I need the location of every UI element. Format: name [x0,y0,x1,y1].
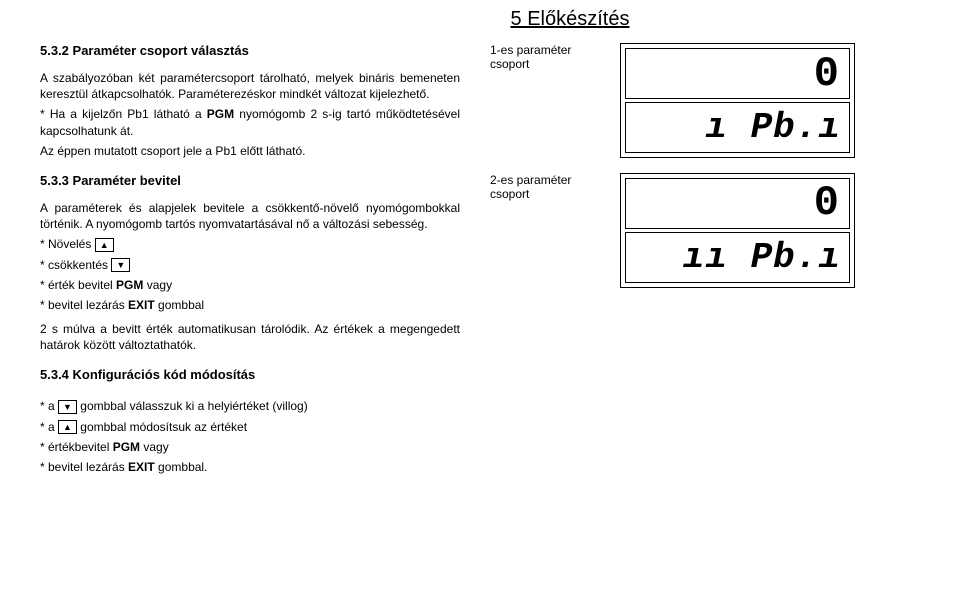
text: * bevitel lezárás [40,460,128,474]
section-534-row: 5.3.4 Konfigurációs kód módosítás * a ▼ … [40,367,920,479]
label-group2: 2-es paraméter csoport [490,173,590,358]
para-532-3: Az éppen mutatott csoport jele a Pb1 elő… [40,143,460,159]
exit-label: EXIT [128,460,155,474]
chapter-title: 5 Előkészítés [220,8,920,31]
text: vagy [143,278,172,292]
text: * a [40,420,58,434]
text: * csökkentés [40,258,108,272]
up-arrow-icon: ▲ [58,420,77,434]
lcd2-value: 0 [625,178,850,229]
heading-532: 5.3.2 Paraméter csoport választás [40,43,460,58]
para-532-2: * Ha a kijelzőn Pb1 látható a PGM nyomóg… [40,106,460,138]
heading-533: 5.3.3 Paraméter bevitel [40,173,460,188]
lcd2-code: ıı Pb.ı [625,232,850,283]
text: * a [40,399,58,413]
para-533-2: 2 s múlva a bevitt érték automatikusan t… [40,321,460,353]
l4: * bevitel lezárás EXIT gombbal. [40,459,640,475]
text: gombbal [155,298,204,312]
l3: * értékbevitel PGM vagy [40,439,640,455]
down-arrow-icon: ▼ [58,400,77,414]
l2: * a ▲ gombbal módosítsuk az értéket [40,419,640,435]
dec-line: * csökkentés ▼ [40,257,460,273]
section-533-row: 5.3.3 Paraméter bevitel A paraméterek és… [40,173,920,358]
text: * bevitel lezárás [40,298,128,312]
para-532-1: A szabályozóban két paramétercsoport tár… [40,70,460,102]
pgm-label: PGM [113,440,140,454]
text: * érték bevitel [40,278,116,292]
lcd1-value: 0 [625,48,850,99]
enter-line: * érték bevitel PGM vagy [40,277,460,293]
text: * értékbevitel [40,440,113,454]
text: gombbal módosítsuk az értéket [80,420,247,434]
lcd1-code: ı Pb.ı [625,102,850,153]
heading-534: 5.3.4 Konfigurációs kód módosítás [40,367,640,382]
section-532-row: 5.3.2 Paraméter csoport választás A szab… [40,43,920,163]
up-arrow-icon: ▲ [95,238,114,252]
close-line: * bevitel lezárás EXIT gombbal [40,297,460,313]
text: * Növelés [40,237,91,251]
text: * Ha a kijelzőn Pb1 látható a [40,107,207,121]
label-group1: 1-es paraméter csoport [490,43,590,163]
para-533-1: A paraméterek és alapjelek bevitele a cs… [40,200,460,232]
text: gombbal válasszuk ki a helyiértéket (vil… [80,399,307,413]
lcd-display-1: 0 ı Pb.ı [620,43,855,158]
pgm-label: PGM [207,107,234,121]
pgm-label: PGM [116,278,143,292]
l1: * a ▼ gombbal válasszuk ki a helyiértéke… [40,398,640,414]
inc-line: * Növelés ▲ [40,236,460,252]
text: gombbal. [155,460,208,474]
text: vagy [140,440,169,454]
exit-label: EXIT [128,298,155,312]
down-arrow-icon: ▼ [111,258,130,272]
lcd-display-2: 0 ıı Pb.ı [620,173,855,288]
